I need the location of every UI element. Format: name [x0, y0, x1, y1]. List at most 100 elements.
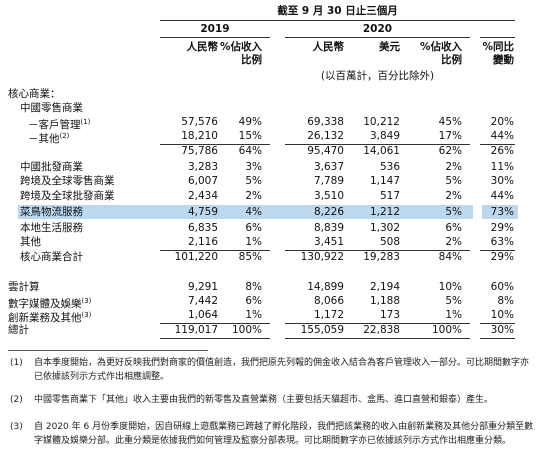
cell: 7,789 [313, 175, 344, 187]
cell: 63% [490, 236, 514, 248]
cell: 1,172 [313, 309, 344, 321]
year-heading: 2019 [200, 23, 230, 35]
cell: 5% [445, 206, 462, 218]
cell: 3% [245, 161, 262, 173]
column-heading: 人民幣 [186, 41, 219, 53]
column-heading: 人民幣 [312, 41, 345, 53]
year-heading: 2020 [362, 23, 393, 35]
column-heading: 美元 [379, 41, 400, 53]
cell: 517 [379, 190, 400, 202]
cell: 6,835 [187, 222, 218, 234]
cell: 1% [245, 309, 262, 321]
row-label-text: 核心商業： [8, 88, 61, 100]
cell: 84% [438, 251, 462, 263]
cell: 8,226 [313, 206, 344, 218]
cell: 49% [238, 116, 262, 128]
rule [480, 37, 515, 38]
row-label-text: 中國批發商業 [20, 161, 83, 173]
row-label: －客戶管理(1) [28, 116, 90, 132]
cell: 4,759 [187, 206, 218, 218]
row-label-text: 菜鳥物流服務 [20, 206, 83, 218]
cell: 73% [490, 206, 514, 218]
column-heading: %佔收入 [419, 41, 462, 53]
cell: 1% [445, 309, 462, 321]
footnote-text: 自 2020 年 6 月份季度開始，因自研線上遊戲業務已跨越了孵化階段，我們把該… [34, 422, 534, 446]
column-heading: 比例 [441, 54, 462, 66]
column-heading: %佔收入 [219, 41, 262, 53]
period-heading: 截至 9 月 30 日止三個月 [277, 5, 398, 17]
rule [160, 250, 270, 251]
cell: 6,007 [187, 175, 218, 187]
cell: 1,064 [187, 309, 218, 321]
row-label-text: 本地生活服務 [20, 222, 83, 234]
cell: 3,849 [369, 130, 400, 142]
rule [160, 37, 270, 38]
cell: 45% [438, 116, 462, 128]
rule [160, 323, 270, 324]
rule [285, 37, 470, 38]
footnote-ref: (2) [59, 132, 70, 140]
footnote-ref: (3) [81, 297, 92, 305]
rule [285, 250, 470, 251]
cell: 15% [238, 130, 262, 142]
row-label: 總計 [8, 324, 29, 337]
cell: 5% [445, 175, 462, 187]
cell: 2,116 [187, 236, 218, 248]
cell: 29% [490, 251, 514, 263]
rule [480, 250, 515, 251]
cell: 508 [379, 236, 400, 248]
row-label: 跨境及全球零售商業 [20, 175, 115, 188]
row-label: 跨境及全球批發商業 [20, 190, 115, 203]
cell: 536 [379, 161, 400, 173]
rule [285, 323, 470, 324]
cell: 173 [379, 309, 400, 321]
cell: 8,839 [313, 222, 344, 234]
cell: 1,147 [369, 175, 400, 187]
cell: 1,212 [369, 206, 400, 218]
cell: 19,283 [363, 251, 400, 263]
row-highlight [18, 205, 473, 219]
row-label: 菜鳥物流服務 [20, 206, 83, 219]
row-label: 本地生活服務 [20, 222, 83, 235]
cell: 44% [490, 190, 514, 202]
rule [285, 144, 470, 145]
cell: 10% [438, 281, 462, 293]
cell: 3,637 [313, 161, 344, 173]
cell: 26% [490, 145, 514, 157]
cell: 18,210 [181, 130, 218, 142]
row-label: 雲計算 [8, 281, 40, 294]
row-label-text: 跨境及全球批發商業 [20, 190, 115, 202]
row-label: 核心商業合計 [20, 251, 83, 264]
cell: 17% [438, 130, 462, 142]
rule [285, 338, 470, 339]
row-label-text: 其他 [20, 236, 41, 248]
cell: 2% [445, 236, 462, 248]
row-label-text: 雲計算 [8, 281, 40, 293]
rule [160, 338, 270, 339]
cell: 30% [490, 324, 514, 336]
cell: 11% [490, 161, 514, 173]
cell: 60% [490, 281, 514, 293]
row-label: 中國批發商業 [20, 161, 83, 174]
cell: 2,434 [187, 190, 218, 202]
cell: 30% [490, 175, 514, 187]
cell: 6% [245, 295, 262, 307]
cell: 14,899 [307, 281, 344, 293]
cell: 3,510 [313, 190, 344, 202]
row-label: －其他(2) [28, 130, 69, 146]
rule [160, 20, 515, 21]
unit-note: (以百萬計，百分比除外) [320, 70, 435, 82]
column-heading: 比例 [241, 54, 262, 66]
cell: 62% [438, 145, 462, 157]
row-highlight [482, 205, 518, 219]
cell: 6% [445, 222, 462, 234]
rule [160, 144, 270, 145]
column-heading: 變動 [493, 54, 514, 66]
row-label-text: 總計 [8, 324, 29, 336]
cell: 101,220 [174, 251, 218, 263]
cell: 6% [245, 222, 262, 234]
row-label-text: 中國零售商業 [20, 102, 83, 114]
cell: 3,451 [313, 236, 344, 248]
footnote-ref: (1) [80, 118, 91, 126]
cell: 100% [231, 324, 262, 336]
